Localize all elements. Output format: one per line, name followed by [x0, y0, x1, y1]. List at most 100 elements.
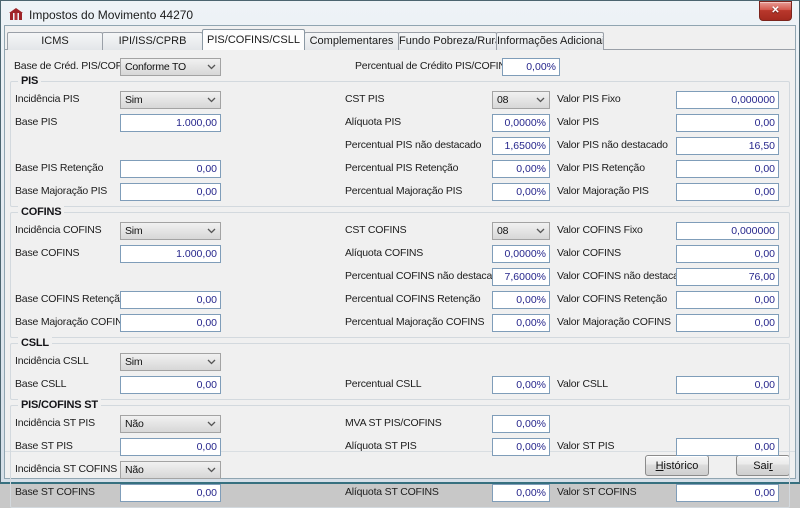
percentual-majoracao-cofins-label: Percentual Majoração COFINS	[345, 316, 485, 328]
base-cofins-retencao-label: Base COFINS Retenção	[15, 293, 126, 305]
title-bar: Impostos do Movimento 44270 ✕	[4, 1, 796, 25]
percentual-cofins-nao-destacado-input[interactable]	[492, 268, 550, 286]
percentual-majoracao-pis-label: Percentual Majoração PIS	[345, 185, 463, 197]
tab-page-pis-cofins-csll: Base de Créd. PIS/COFINS Conforme TO Per…	[5, 49, 795, 508]
chevron-down-icon	[207, 359, 216, 365]
aliquota-st-cofins-input[interactable]	[492, 484, 550, 502]
base-majoracao-pis-input[interactable]	[120, 183, 221, 201]
historico-button[interactable]: Histórico	[645, 455, 709, 476]
base-pis-retencao-input[interactable]	[120, 160, 221, 178]
base-pis-label: Base PIS	[15, 116, 58, 128]
tab-ipi-iss-cprb[interactable]: IPI/ISS/CPRB	[102, 32, 203, 50]
sair-button[interactable]: Sair	[736, 455, 790, 476]
incidencia-csll-label: Incidência CSLL	[15, 355, 89, 367]
chevron-down-icon	[536, 228, 545, 234]
close-button[interactable]: ✕	[759, 1, 792, 21]
base-cred-pis-cofins-combo[interactable]: Conforme TO	[120, 58, 221, 76]
incidencia-cofins-combo[interactable]: Sim	[120, 222, 221, 240]
percentual-credito-pis-cofins-input[interactable]	[502, 58, 560, 76]
group-cofins-title: COFINS	[18, 206, 65, 218]
aliquota-st-cofins-label: Alíquota ST COFINS	[345, 486, 439, 498]
valor-st-pis-input[interactable]	[676, 438, 779, 456]
historico-button-label: Histórico	[655, 459, 699, 472]
aliquota-pis-input[interactable]	[492, 114, 550, 132]
incidencia-st-pis-label: Incidência ST PIS	[15, 417, 95, 429]
window-title: Impostos do Movimento 44270	[29, 7, 194, 22]
base-majoracao-pis-label: Base Majoração PIS	[15, 185, 108, 197]
valor-pis-retencao-label: Valor PIS Retenção	[557, 162, 645, 174]
combo-value: 08	[497, 94, 509, 106]
valor-majoracao-cofins-input[interactable]	[676, 314, 779, 332]
mva-st-pis-cofins-input[interactable]	[492, 415, 550, 433]
incidencia-st-cofins-label: Incidência ST COFINS	[15, 463, 118, 475]
percentual-majoracao-pis-input[interactable]	[492, 183, 550, 201]
close-icon: ✕	[771, 5, 780, 16]
base-csll-input[interactable]	[120, 376, 221, 394]
incidencia-csll-combo[interactable]: Sim	[120, 353, 221, 371]
valor-pis-input[interactable]	[676, 114, 779, 132]
percentual-pis-nao-destacado-input[interactable]	[492, 137, 550, 155]
cst-cofins-combo[interactable]: 08	[492, 222, 550, 240]
base-pis-input[interactable]	[120, 114, 221, 132]
aliquota-cofins-label: Alíquota COFINS	[345, 247, 424, 259]
csll-row-1: Incidência CSLL Sim	[11, 351, 789, 374]
valor-csll-input[interactable]	[676, 376, 779, 394]
valor-pis-fixo-label: Valor PIS Fixo	[557, 93, 621, 105]
st-row-3: Incidência ST COFINS Não	[11, 459, 789, 482]
base-st-pis-input[interactable]	[120, 438, 221, 456]
mva-st-pis-cofins-label: MVA ST PIS/COFINS	[345, 417, 442, 429]
valor-csll-label: Valor CSLL	[557, 378, 608, 390]
incidencia-st-pis-combo[interactable]: Não	[120, 415, 221, 433]
valor-cofins-input[interactable]	[676, 245, 779, 263]
combo-value: Sim	[125, 94, 143, 106]
group-cofins: COFINS Incidência COFINS Sim CST COFINS …	[10, 206, 790, 338]
valor-cofins-retencao-input[interactable]	[676, 291, 779, 309]
percentual-cofins-retencao-label: Percentual COFINS Retenção	[345, 293, 481, 305]
cofins-row-1: Incidência COFINS Sim CST COFINS 08 Valo…	[11, 220, 789, 243]
tab-fundo-pobreza-rural[interactable]: Fundo Pobreza/Rural	[398, 32, 497, 50]
valor-pis-fixo-input[interactable]	[676, 91, 779, 109]
valor-pis-retencao-input[interactable]	[676, 160, 779, 178]
base-st-cofins-input[interactable]	[120, 484, 221, 502]
tab-icms[interactable]: ICMS	[7, 32, 103, 50]
sair-button-label: Sair	[753, 459, 773, 472]
percentual-pis-retencao-input[interactable]	[492, 160, 550, 178]
valor-majoracao-pis-label: Valor Majoração PIS	[557, 185, 649, 197]
valor-majoracao-pis-input[interactable]	[676, 183, 779, 201]
valor-cofins-fixo-label: Valor COFINS Fixo	[557, 224, 643, 236]
base-majoracao-cofins-input[interactable]	[120, 314, 221, 332]
incidencia-st-cofins-combo[interactable]: Não	[120, 461, 221, 479]
valor-cofins-nao-destacado-input[interactable]	[676, 268, 779, 286]
combo-value: Conforme TO	[125, 61, 187, 73]
st-row-2: Base ST PIS Alíquota ST PIS Valor ST PIS	[11, 436, 789, 459]
percentual-csll-input[interactable]	[492, 376, 550, 394]
valor-majoracao-cofins-label: Valor Majoração COFINS	[557, 316, 671, 328]
valor-st-cofins-input[interactable]	[676, 484, 779, 502]
combo-value: Sim	[125, 225, 143, 237]
valor-pis-nao-destacado-input[interactable]	[676, 137, 779, 155]
aliquota-pis-label: Alíquota PIS	[345, 116, 401, 128]
base-cofins-retencao-input[interactable]	[120, 291, 221, 309]
percentual-majoracao-cofins-input[interactable]	[492, 314, 550, 332]
cst-pis-combo[interactable]: 08	[492, 91, 550, 109]
incidencia-cofins-label: Incidência COFINS	[15, 224, 102, 236]
incidencia-pis-combo[interactable]: Sim	[120, 91, 221, 109]
base-cofins-input[interactable]	[120, 245, 221, 263]
aliquota-st-pis-input[interactable]	[492, 438, 550, 456]
group-pis: PIS Incidência PIS Sim CST PIS 08 Valor …	[10, 75, 790, 207]
group-pis-title: PIS	[18, 75, 42, 87]
tab-informacoes-adicionais[interactable]: Informações Adicionais	[496, 32, 604, 50]
valor-cofins-fixo-input[interactable]	[676, 222, 779, 240]
pis-row-5: Base Majoração PIS Percentual Majoração …	[11, 181, 789, 204]
aliquota-cofins-input[interactable]	[492, 245, 550, 263]
valor-cofins-nao-destacado-label: Valor COFINS não destacado	[557, 270, 690, 282]
tab-pis-cofins-csll[interactable]: PIS/COFINS/CSLL	[202, 29, 305, 50]
csll-row-2: Base CSLL Percentual CSLL Valor CSLL	[11, 374, 789, 397]
app-icon	[8, 7, 24, 22]
tab-complementares[interactable]: Complementares	[304, 32, 399, 50]
cofins-row-4: Base COFINS Retenção Percentual COFINS R…	[11, 289, 789, 312]
percentual-cofins-retencao-input[interactable]	[492, 291, 550, 309]
st-row-4: Base ST COFINS Alíquota ST COFINS Valor …	[11, 482, 789, 505]
pis-row-4: Base PIS Retenção Percentual PIS Retençã…	[11, 158, 789, 181]
tab-bar: ICMS IPI/ISS/CPRB PIS/COFINS/CSLL Comple…	[5, 26, 795, 50]
